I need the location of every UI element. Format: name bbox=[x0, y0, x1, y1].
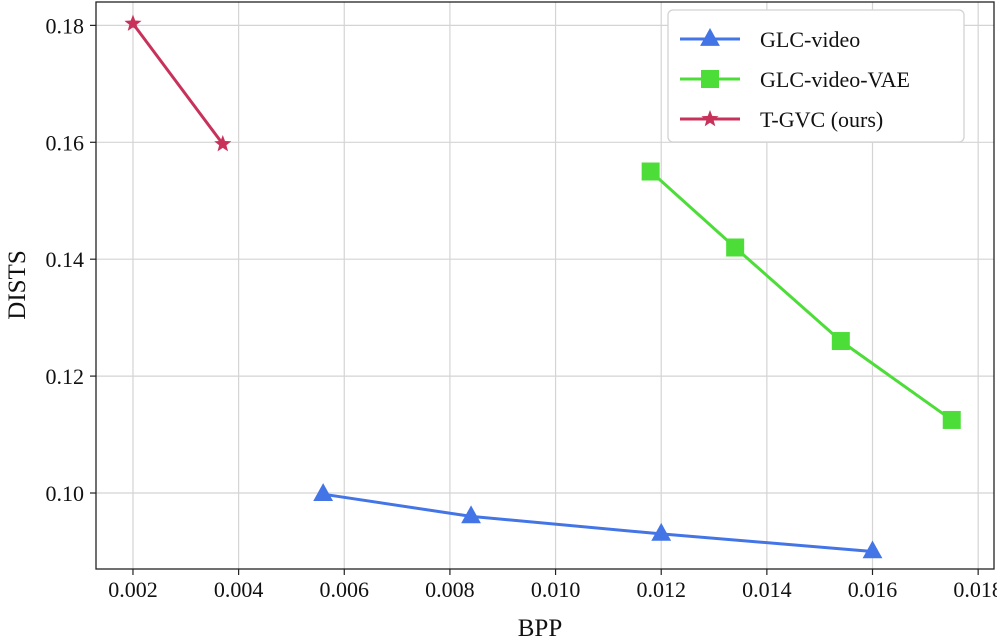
legend-item: GLC-video bbox=[680, 27, 860, 52]
legend-item: T-GVC (ours) bbox=[680, 107, 883, 132]
y-tick-label: 0.10 bbox=[46, 481, 85, 506]
series-line bbox=[649, 170, 953, 422]
x-ticks: 0.002 0.004 0.006 0.008 0.010 0.012 0.014 0.016… bbox=[108, 569, 997, 602]
data-point bbox=[214, 135, 232, 152]
x-tick-label: 0.008 bbox=[425, 577, 475, 602]
series-glc-video bbox=[313, 483, 883, 559]
x-tick-label: 0.002 bbox=[108, 577, 158, 602]
data-point bbox=[862, 540, 883, 559]
legend-marker bbox=[701, 110, 719, 127]
y-tick-label: 0.16 bbox=[46, 130, 85, 155]
legend-box bbox=[667, 9, 965, 143]
x-tick-label: 0.006 bbox=[320, 577, 370, 602]
y-tick-label: 0.12 bbox=[46, 364, 85, 389]
data-point bbox=[651, 522, 672, 541]
x-tick-label: 0.018 bbox=[953, 577, 997, 602]
legend-marker bbox=[700, 28, 720, 46]
legend-label: GLC-video bbox=[760, 27, 860, 52]
data-point bbox=[942, 410, 961, 429]
x-tick-label: 0.010 bbox=[531, 577, 581, 602]
x-tick-label: 0.012 bbox=[636, 577, 686, 602]
data-point bbox=[124, 14, 142, 31]
data-point bbox=[313, 483, 334, 501]
y-axis-title: DISTS bbox=[4, 250, 31, 319]
legend-label: T-GVC (ours) bbox=[760, 107, 883, 132]
y-tick-label: 0.14 bbox=[46, 247, 85, 272]
series-line bbox=[131, 22, 224, 145]
legend-marker bbox=[701, 70, 719, 88]
y-tick-label: 0.18 bbox=[46, 13, 85, 38]
data-point bbox=[726, 238, 745, 257]
legend-label: GLC-video-VAE bbox=[760, 67, 910, 92]
x-tick-label: 0.014 bbox=[742, 577, 792, 602]
plot-frame bbox=[95, 1, 995, 570]
series-glc-video-vae bbox=[641, 162, 961, 429]
data-point bbox=[641, 162, 660, 181]
x-tick-label: 0.016 bbox=[848, 577, 898, 602]
series-layer bbox=[124, 14, 961, 559]
data-point bbox=[831, 332, 850, 351]
series-t-gvc-ours bbox=[124, 14, 232, 152]
data-point bbox=[461, 505, 481, 524]
legend: GLC-video GLC-video-VAE T-GVC (ours) bbox=[667, 9, 965, 143]
legend-item: GLC-video-VAE bbox=[680, 67, 910, 92]
x-axis-title: BPP bbox=[518, 615, 562, 642]
series-line bbox=[322, 492, 873, 553]
x-tick-label: 0.004 bbox=[214, 577, 264, 602]
y-ticks: 0.10 0.12 0.14 0.16 0.18 bbox=[46, 13, 96, 506]
